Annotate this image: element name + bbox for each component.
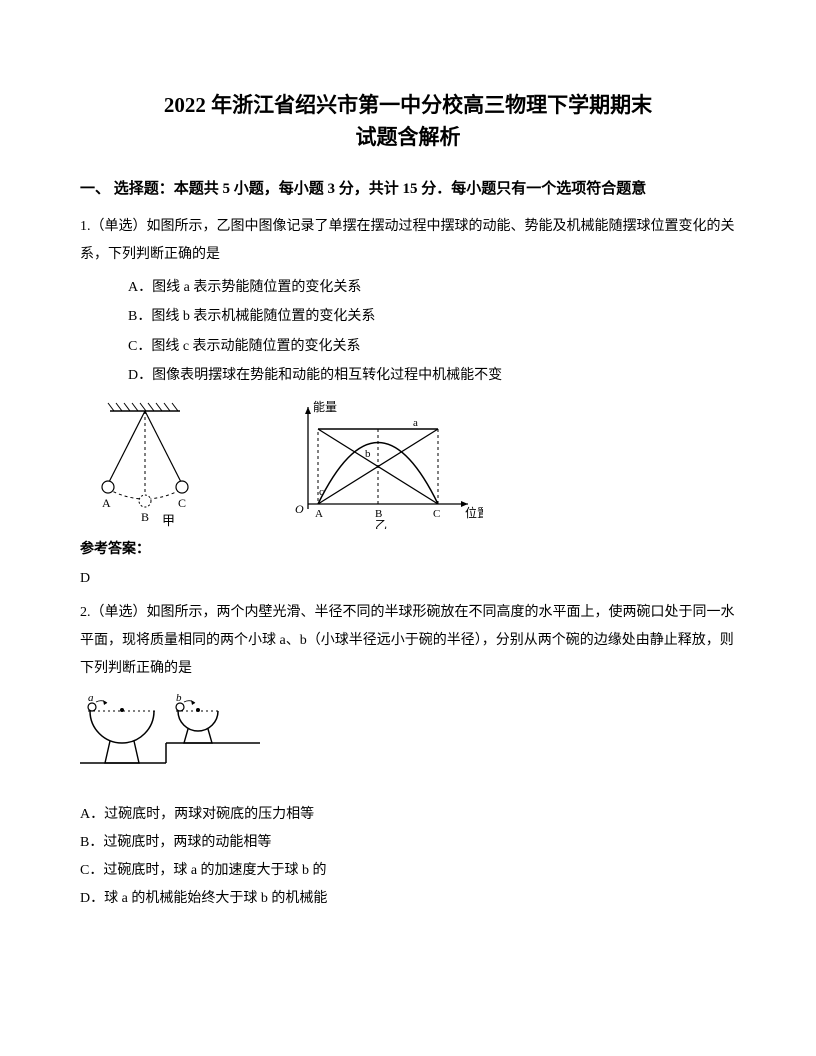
q2-option-d: D．球 a 的机械能始终大于球 b 的机械能 (80, 885, 736, 913)
graph-caption: 乙 (375, 518, 387, 529)
q1-option-d: D．图像表明摆球在势能和动能的相互转化过程中机械能不变 (128, 361, 736, 390)
graph-label-c: c (319, 486, 324, 498)
pendulum-label-a: A (102, 496, 111, 510)
pendulum-figure: A C B (80, 399, 210, 529)
q1-option-c: C．图线 c 表示动能随位置的变化关系 (128, 332, 736, 361)
q2-option-c: C．过碗底时，球 a 的加速度大于球 b 的 (80, 857, 736, 885)
graph-label-o: O (295, 502, 304, 516)
question-1-stem: 1.（单选）如图所示，乙图中图像记录了单摆在摆动过程中摆球的动能、势能及机械能随… (80, 213, 736, 269)
q1-option-a: A．图线 a 表示势能随位置的变化关系 (128, 273, 736, 302)
graph-xlabel: 位置 (465, 505, 483, 520)
title-line-1: 2022 年浙江省绍兴市第一中分校高三物理下学期期末 (164, 93, 652, 117)
energy-graph-figure: 能量 位置 a b c O A B C 乙 (283, 399, 483, 529)
question-2-options: A．过碗底时，两球对碗底的压力相等 B．过碗底时，两球的动能相等 C．过碗底时，… (80, 801, 736, 913)
q1-option-b: B．图线 b 表示机械能随位置的变化关系 (128, 302, 736, 331)
title-line-2: 试题含解析 (356, 125, 461, 149)
graph-tick-a: A (315, 508, 323, 520)
question-2-stem: 2.（单选）如图所示，两个内壁光滑、半径不同的半球形碗放在不同高度的水平面上，使… (80, 599, 736, 683)
graph-tick-c: C (433, 508, 440, 520)
ball-b-label: b (176, 693, 182, 704)
question-1-options: A．图线 a 表示势能随位置的变化关系 B．图线 b 表示机械能随位置的变化关系… (80, 273, 736, 391)
q2-option-b: B．过碗底时，两球的动能相等 (80, 829, 736, 857)
graph-label-b: b (365, 448, 371, 460)
section-1-header: 一、 选择题：本题共 5 小题，每小题 3 分，共计 15 分．每小题只有一个选… (80, 177, 736, 201)
q2-option-a: A．过碗底时，两球对碗底的压力相等 (80, 801, 736, 829)
pendulum-caption: 甲 (162, 509, 175, 532)
pendulum-label-c: C (178, 496, 186, 510)
graph-ylabel: 能量 (313, 400, 337, 414)
page-title: 2022 年浙江省绍兴市第一中分校高三物理下学期期末 试题含解析 (80, 90, 736, 153)
q1-figures: A C B 甲 能量 位置 a b c O A B C 乙 (80, 399, 736, 529)
pendulum-label-b: B (141, 510, 149, 524)
ball-a-label: a (88, 693, 94, 704)
graph-label-a: a (413, 417, 418, 429)
q2-figure: a b (80, 693, 736, 787)
q1-answer: D (80, 566, 736, 591)
q1-answer-label: 参考答案： (80, 537, 736, 562)
